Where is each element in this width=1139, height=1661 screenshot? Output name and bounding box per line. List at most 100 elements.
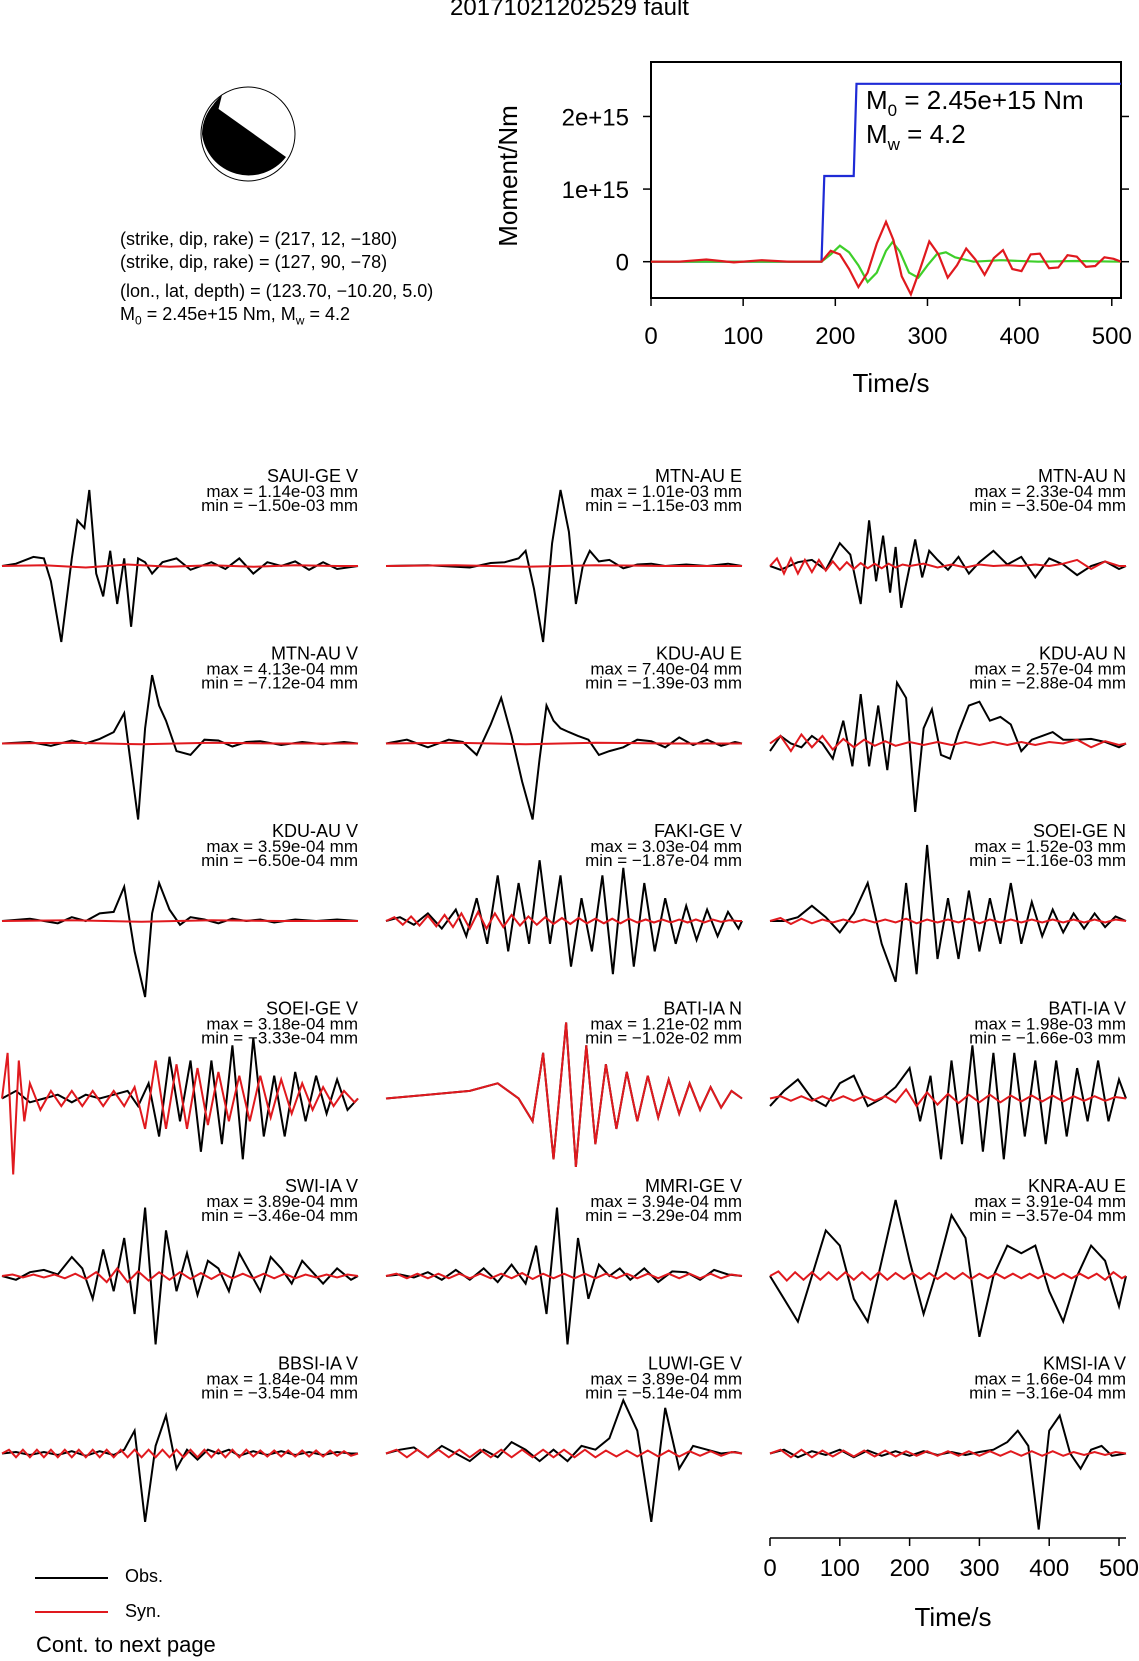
moment-x-tick-label: 300 — [907, 323, 947, 350]
min-amplitude: min = −7.12e-04 mm — [201, 674, 358, 693]
synthetic-trace — [1, 1266, 359, 1284]
time-axis-tick-label: 500 — [1099, 1555, 1139, 1582]
max-amplitude: max = 1.98e-03 mm — [974, 1015, 1126, 1034]
station-label: SOEI-GE N — [1033, 821, 1126, 841]
moment-x-tick-label: 500 — [1092, 323, 1132, 350]
moment-plot-frame — [650, 61, 1122, 299]
synthetic-trace — [385, 564, 742, 568]
source-location: (lon., lat, depth) = (123.70, −10.20, 5.… — [120, 281, 434, 301]
station-label: MTN-AU E — [655, 466, 742, 486]
min-amplitude: min = −1.16e-03 mm — [969, 851, 1126, 870]
moment-y-axis-label: Moment/Nm — [493, 105, 523, 247]
min-amplitude: min = −3.57e-04 mm — [969, 1206, 1126, 1225]
synthetic-trace — [385, 1271, 743, 1281]
synthetic-trace — [769, 732, 1127, 753]
observed-trace — [769, 520, 1127, 609]
station-label: KMSI-IA V — [1043, 1354, 1126, 1374]
min-amplitude: min = −1.66e-03 mm — [969, 1029, 1126, 1048]
station-label: SWI-IA V — [285, 1176, 358, 1196]
observed-trace — [769, 1199, 1127, 1338]
min-amplitude: min = −3.54e-04 mm — [201, 1384, 358, 1403]
station-label: MMRI-GE V — [645, 1176, 742, 1196]
max-amplitude: max = 2.33e-04 mm — [974, 482, 1126, 501]
moment-y-tick-label: 2e+15 — [562, 104, 629, 131]
time-axis-tick-label: 300 — [959, 1555, 999, 1582]
observed-trace — [769, 1413, 1127, 1530]
beachball-compression-quadrant — [202, 105, 286, 176]
station-label: BATI-IA V — [1048, 999, 1126, 1019]
station-label: FAKI-GE V — [654, 821, 742, 841]
max-amplitude: max = 2.57e-04 mm — [974, 660, 1126, 679]
max-amplitude: max = 3.89e-04 mm — [206, 1192, 358, 1211]
time-axis-tick-label: 100 — [820, 1555, 860, 1582]
moment-x-tick-label: 200 — [815, 323, 855, 350]
min-amplitude: min = −3.16e-04 mm — [969, 1384, 1126, 1403]
synthetic-trace — [385, 909, 742, 931]
observed-trace — [1, 1207, 359, 1345]
min-amplitude: min = −3.33e-04 mm — [201, 1029, 358, 1048]
moment-x-tick-label: 100 — [723, 323, 763, 350]
legend-lines — [35, 1577, 108, 1613]
synthetic-trace — [769, 1448, 1127, 1459]
observed-trace — [1, 879, 359, 998]
time-axis-tick-label: 400 — [1029, 1555, 1069, 1582]
observed-trace — [1, 489, 359, 643]
max-amplitude: max = 1.84e-04 mm — [206, 1370, 358, 1389]
observed-trace — [769, 679, 1127, 812]
moment-rate-chart: 0 100 200 300 400 500 0 1e+15 2e+15 Time/s Moment/… — [493, 61, 1132, 398]
synthetic-trace — [1, 1448, 359, 1459]
min-amplitude: min = −1.15e-03 mm — [585, 496, 742, 515]
min-amplitude: min = −1.87e-04 mm — [585, 851, 742, 870]
max-amplitude: max = 3.18e-04 mm — [206, 1015, 358, 1034]
min-amplitude: min = −3.46e-04 mm — [201, 1206, 358, 1225]
min-amplitude: min = −5.14e-04 mm — [585, 1384, 742, 1403]
observed-trace — [385, 694, 743, 820]
moment-y-tick-label: 1e+15 — [562, 177, 629, 204]
max-amplitude: max = 1.52e-03 mm — [974, 837, 1126, 856]
time-axis-tick-label: 0 — [763, 1555, 776, 1582]
continuation-note: Cont. to next page — [36, 1632, 216, 1657]
observed-trace — [770, 844, 1127, 983]
observed-trace — [385, 1207, 743, 1345]
max-amplitude: max = 3.59e-04 mm — [206, 837, 358, 856]
station-label: SAUI-GE V — [267, 466, 358, 486]
synthetic-trace — [1, 741, 358, 746]
beachball-upper-sliver — [213, 95, 222, 111]
legend-syn-label: Syn. — [125, 1601, 162, 1621]
synthetic-trace — [1, 563, 358, 569]
max-amplitude: max = 1.14e-03 mm — [206, 482, 358, 501]
min-amplitude: min = −1.39e-03 mm — [585, 674, 742, 693]
max-amplitude: max = 3.89e-04 mm — [590, 1370, 742, 1389]
station-label: KDU-AU E — [656, 644, 742, 664]
station-label: MTN-AU V — [271, 644, 358, 664]
station-label: LUWI-GE V — [648, 1354, 742, 1374]
station-label: BBSI-IA V — [278, 1354, 358, 1374]
max-amplitude: max = 3.91e-04 mm — [974, 1192, 1126, 1211]
synthetic-trace — [385, 1022, 743, 1167]
min-amplitude: min = −6.50e-04 mm — [201, 851, 358, 870]
observed-trace — [1, 674, 359, 820]
min-amplitude: min = −1.02e-02 mm — [585, 1029, 742, 1048]
observed-trace — [385, 1397, 743, 1523]
synthetic-trace — [1, 1052, 359, 1175]
moment-annotation-m0: M0 = 2.45e+15 Nm — [866, 85, 1084, 120]
moment-series-1 — [651, 240, 1122, 284]
moment-series-2 — [651, 218, 1122, 298]
time-axis-tick-label: 200 — [890, 1555, 930, 1582]
station-label: MTN-AU N — [1038, 466, 1126, 486]
